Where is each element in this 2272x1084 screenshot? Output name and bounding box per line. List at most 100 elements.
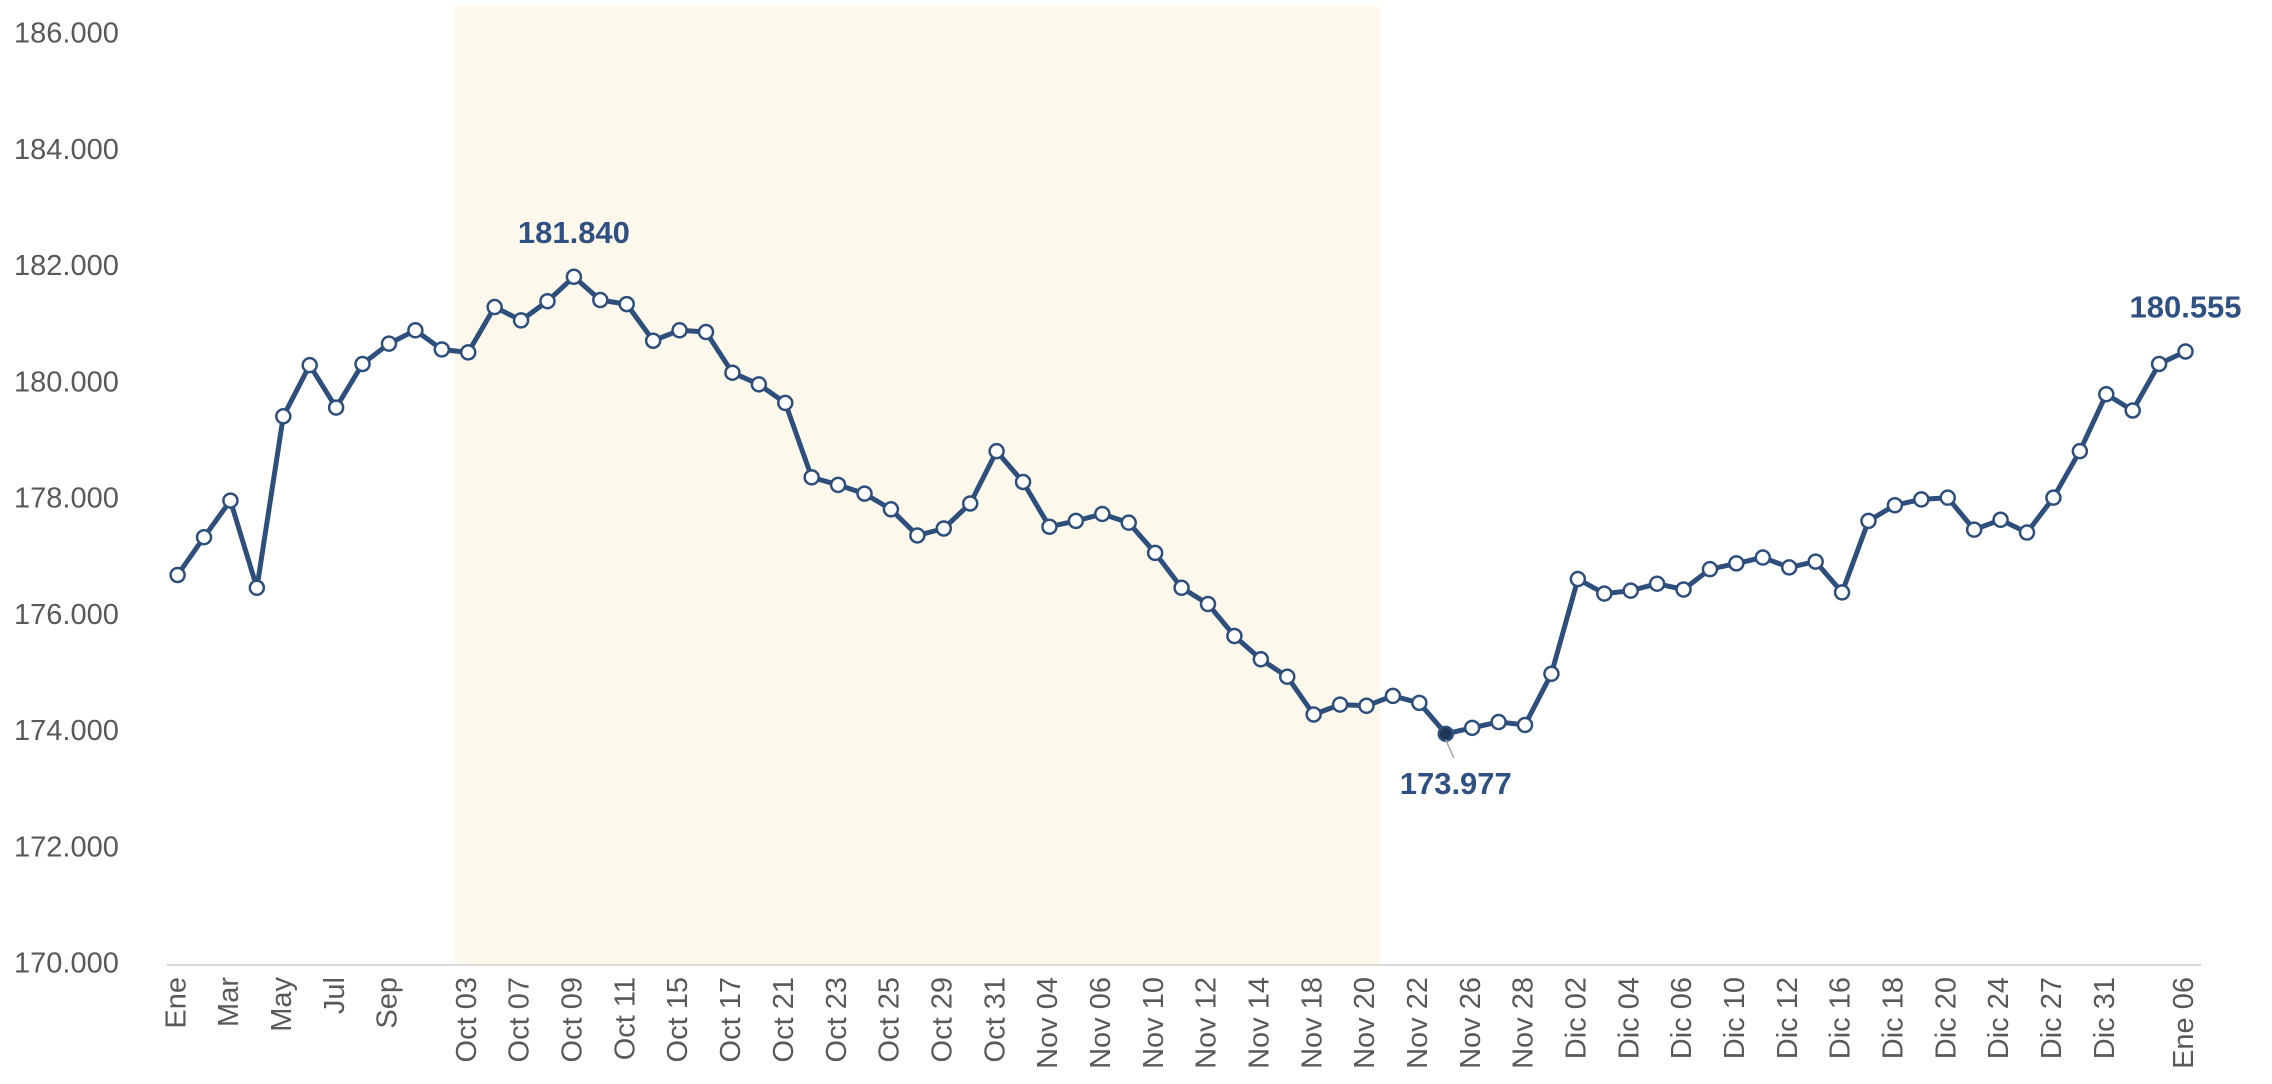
- marker: [195, 528, 213, 546]
- marker: [1014, 473, 1032, 491]
- marker: [1146, 544, 1164, 562]
- marker: [327, 399, 345, 416]
- marker: [539, 292, 556, 310]
- marker: [1226, 627, 1243, 645]
- y-tick-label: 176.000: [14, 599, 119, 631]
- marker: [592, 291, 609, 309]
- marker: [354, 355, 371, 373]
- x-tick-label: Dic 06: [1666, 977, 1698, 1059]
- x-tick-label: Dic 10: [1719, 977, 1751, 1059]
- x-tick-label: Nov 06: [1085, 977, 1117, 1069]
- x-tick-label: Nov 22: [1402, 977, 1434, 1069]
- marker: [909, 527, 926, 544]
- data-label: 180.555: [2129, 290, 2241, 325]
- data-label: 181.840: [518, 215, 630, 250]
- marker: [1094, 505, 1111, 523]
- x-tick-label: Nov 28: [1508, 977, 1540, 1069]
- marker: [1675, 581, 1692, 598]
- x-tick-label: Nov 12: [1191, 977, 1223, 1069]
- x-tick-label: Oct 15: [662, 977, 694, 1062]
- marker: [2150, 355, 2168, 373]
- marker: [1622, 582, 1639, 599]
- marker: [2098, 385, 2115, 403]
- marker: [1728, 555, 1745, 572]
- marker: [1384, 687, 1402, 705]
- x-tick-label: Dic 02: [1561, 977, 1593, 1059]
- x-tick-label: Oct 03: [451, 977, 483, 1062]
- x-tick-label: Jul: [319, 977, 351, 1014]
- marker: [856, 485, 873, 502]
- marker: [1120, 514, 1137, 531]
- marker: [1411, 694, 1428, 712]
- marker: [169, 566, 186, 584]
- x-tick-label: May: [266, 977, 298, 1032]
- x-tick-label: Dic 20: [1930, 977, 1962, 1059]
- marker: [1833, 584, 1851, 601]
- marker: [1490, 713, 1507, 731]
- marker: [512, 312, 530, 329]
- y-tick-label: 172.000: [14, 831, 119, 863]
- marker: [486, 298, 503, 316]
- x-tick-label: Oct 23: [821, 977, 853, 1062]
- marker: [1939, 489, 1956, 506]
- marker: [433, 341, 451, 358]
- marker: [1067, 512, 1085, 530]
- marker: [459, 344, 477, 361]
- marker: [1569, 570, 1587, 588]
- marker: [248, 579, 266, 597]
- marker: [1041, 518, 1058, 535]
- x-tick-label: Mar: [213, 977, 245, 1027]
- marker: [2045, 489, 2062, 506]
- marker: [644, 332, 662, 349]
- x-tick-label: Dic 16: [1825, 977, 1857, 1059]
- y-tick-label: 174.000: [14, 715, 119, 747]
- marker: [2071, 442, 2089, 460]
- x-tick-label: Dic 12: [1772, 977, 1804, 1059]
- highlight-band: [455, 6, 1380, 965]
- marker: [618, 295, 635, 313]
- marker: [1992, 511, 2009, 529]
- marker: [2124, 402, 2141, 419]
- marker: [1807, 553, 1824, 570]
- x-tick-label: Oct 07: [504, 977, 536, 1062]
- marker: [1516, 716, 1534, 734]
- marker: [961, 495, 979, 512]
- marker: [1437, 725, 1455, 743]
- marker: [565, 268, 583, 286]
- y-tick-label: 186.000: [14, 18, 119, 50]
- marker: [1701, 560, 1719, 578]
- marker: [882, 501, 900, 518]
- marker: [724, 364, 741, 381]
- marker: [1331, 696, 1349, 713]
- y-tick-label: 182.000: [14, 250, 119, 282]
- x-tick-label: Nov 20: [1349, 977, 1381, 1069]
- x-tick-label: Ene 06: [2168, 977, 2200, 1069]
- y-tick-label: 170.000: [14, 948, 119, 980]
- marker: [1173, 579, 1190, 597]
- marker: [988, 442, 1005, 460]
- marker: [1543, 665, 1560, 683]
- marker: [935, 520, 953, 537]
- x-tick-label: Nov 18: [1296, 977, 1328, 1069]
- y-tick-label: 184.000: [14, 134, 119, 166]
- x-tick-label: Nov 26: [1455, 977, 1487, 1069]
- marker: [1754, 549, 1772, 566]
- marker: [777, 394, 794, 412]
- x-tick-label: Nov 04: [1032, 977, 1064, 1069]
- marker: [1199, 595, 1217, 613]
- marker: [1886, 496, 1904, 514]
- y-tick-label: 178.000: [14, 483, 119, 515]
- x-tick-label: Oct 11: [609, 977, 641, 1060]
- marker: [1596, 585, 1613, 602]
- x-tick-label: Sep: [372, 977, 404, 1029]
- x-tick-label: Dic 18: [1878, 977, 1910, 1059]
- marker: [222, 492, 239, 509]
- marker: [803, 469, 820, 486]
- x-tick-label: Oct 17: [715, 977, 747, 1062]
- marker: [407, 322, 424, 339]
- x-tick-label: Dic 27: [2036, 977, 2068, 1059]
- marker: [1252, 651, 1270, 668]
- x-tick-label: Nov 10: [1138, 977, 1170, 1069]
